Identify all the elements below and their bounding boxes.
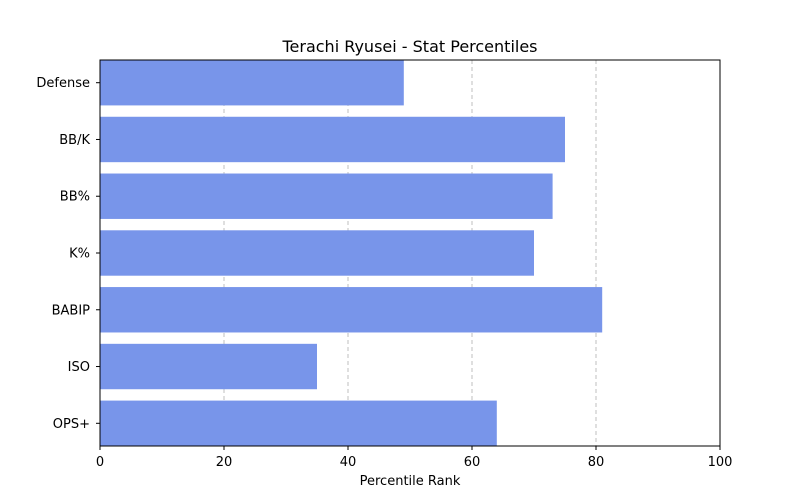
bar [100,343,317,390]
bar [100,60,404,106]
bar [100,400,497,446]
bar [100,116,565,163]
x-axis-ticks: 0 20 40 60 80 100 [96,446,733,470]
x-tick-label: 20 [216,455,233,470]
y-tick-label: OPS+ [53,417,90,432]
y-tick-label: K% [69,247,90,262]
y-tick-label: BB/K [59,133,90,148]
x-axis-label: Percentile Rank [360,474,461,489]
y-tick-label: ISO [68,360,90,375]
bar [100,173,553,219]
bars [100,60,603,446]
bar [100,230,534,276]
x-tick-label: 0 [96,455,104,470]
y-tick-label: BB% [60,190,90,205]
bar [100,287,603,333]
x-tick-label: 80 [588,455,605,470]
x-tick-label: 60 [464,455,481,470]
x-tick-label: 40 [340,455,357,470]
x-tick-label: 100 [708,455,733,470]
y-tick-label: Defense [36,76,90,91]
y-tick-label: BABIP [52,303,91,318]
chart-title: Terachi Ryusei - Stat Percentiles [281,37,537,56]
y-axis-ticks: Defense BB/K BB% K% BABIP ISO OPS+ [36,76,100,432]
